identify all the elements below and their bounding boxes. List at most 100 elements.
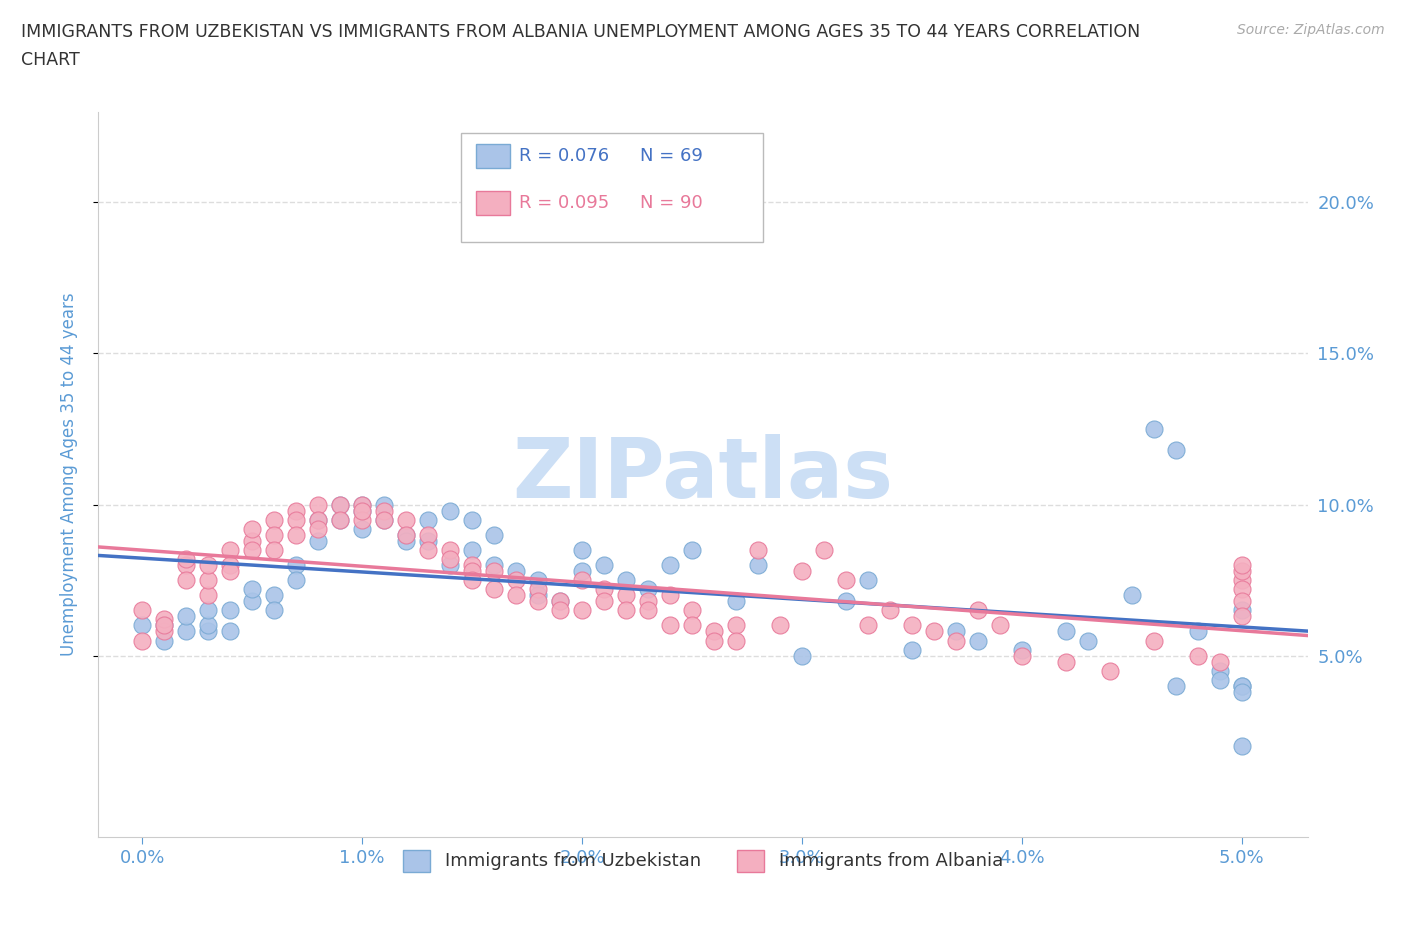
Point	[571, 542, 593, 557]
Point	[879, 603, 901, 618]
Point	[329, 512, 352, 527]
Point	[901, 643, 924, 658]
Text: CHART: CHART	[21, 51, 80, 69]
Point	[176, 573, 198, 588]
Point	[637, 582, 659, 597]
Point	[856, 573, 879, 588]
Point	[945, 633, 967, 648]
Point	[240, 522, 263, 537]
Point	[703, 624, 725, 639]
Point	[637, 603, 659, 618]
Text: ZIPatlas: ZIPatlas	[513, 433, 893, 515]
Point	[219, 603, 242, 618]
Point	[263, 588, 285, 603]
Point	[945, 624, 967, 639]
Point	[329, 498, 352, 512]
Point	[1011, 643, 1033, 658]
Point	[461, 573, 484, 588]
Point	[659, 588, 682, 603]
Point	[1011, 648, 1033, 663]
Point	[527, 582, 550, 597]
Point	[505, 564, 527, 578]
Point	[329, 512, 352, 527]
Point	[461, 542, 484, 557]
Point	[263, 603, 285, 618]
Point	[790, 564, 813, 578]
Point	[395, 527, 418, 542]
Point	[482, 564, 505, 578]
Point	[285, 527, 308, 542]
Point	[1230, 679, 1253, 694]
Point	[571, 573, 593, 588]
Point	[1143, 421, 1166, 436]
Point	[176, 609, 198, 624]
Point	[418, 527, 440, 542]
Point	[176, 624, 198, 639]
Point	[197, 588, 219, 603]
Point	[153, 624, 176, 639]
Point	[395, 512, 418, 527]
Point	[263, 527, 285, 542]
Point	[240, 582, 263, 597]
Point	[681, 618, 703, 633]
Point	[1164, 443, 1187, 458]
Point	[1230, 738, 1253, 753]
Point	[240, 594, 263, 609]
Point	[153, 618, 176, 633]
Point	[197, 573, 219, 588]
Point	[505, 573, 527, 588]
Legend: Immigrants from Uzbekistan, Immigrants from Albania: Immigrants from Uzbekistan, Immigrants f…	[396, 843, 1010, 879]
Point	[418, 534, 440, 549]
Point	[307, 512, 329, 527]
Text: IMMIGRANTS FROM UZBEKISTAN VS IMMIGRANTS FROM ALBANIA UNEMPLOYMENT AMONG AGES 35: IMMIGRANTS FROM UZBEKISTAN VS IMMIGRANTS…	[21, 23, 1140, 41]
Point	[439, 551, 461, 566]
Point	[418, 542, 440, 557]
Point	[352, 503, 374, 518]
Point	[1077, 633, 1099, 648]
Point	[263, 542, 285, 557]
Point	[505, 588, 527, 603]
Point	[1187, 648, 1209, 663]
Point	[856, 618, 879, 633]
Point	[1230, 603, 1253, 618]
Point	[461, 558, 484, 573]
Point	[1230, 609, 1253, 624]
Point	[285, 503, 308, 518]
Point	[373, 503, 395, 518]
Point	[835, 573, 858, 588]
Point	[352, 512, 374, 527]
Point	[901, 618, 924, 633]
Point	[131, 633, 153, 648]
Point	[614, 603, 637, 618]
Point	[131, 618, 153, 633]
Point	[769, 618, 792, 633]
Point	[1230, 684, 1253, 699]
Point	[373, 512, 395, 527]
Point	[593, 582, 616, 597]
Y-axis label: Unemployment Among Ages 35 to 44 years: Unemployment Among Ages 35 to 44 years	[59, 293, 77, 656]
Point	[153, 618, 176, 633]
Point	[747, 558, 769, 573]
Point	[329, 498, 352, 512]
Text: N = 69: N = 69	[640, 147, 703, 165]
Point	[482, 527, 505, 542]
Point	[439, 503, 461, 518]
Point	[240, 534, 263, 549]
Point	[219, 624, 242, 639]
Point	[219, 564, 242, 578]
Point	[1054, 655, 1077, 670]
Point	[966, 633, 988, 648]
Point	[659, 618, 682, 633]
Point	[307, 534, 329, 549]
Point	[527, 594, 550, 609]
Point	[219, 542, 242, 557]
Point	[197, 558, 219, 573]
Point	[395, 534, 418, 549]
Point	[966, 603, 988, 618]
Point	[352, 522, 374, 537]
Point	[681, 542, 703, 557]
Text: R = 0.076: R = 0.076	[519, 147, 609, 165]
Point	[614, 573, 637, 588]
Point	[790, 648, 813, 663]
Point	[527, 573, 550, 588]
